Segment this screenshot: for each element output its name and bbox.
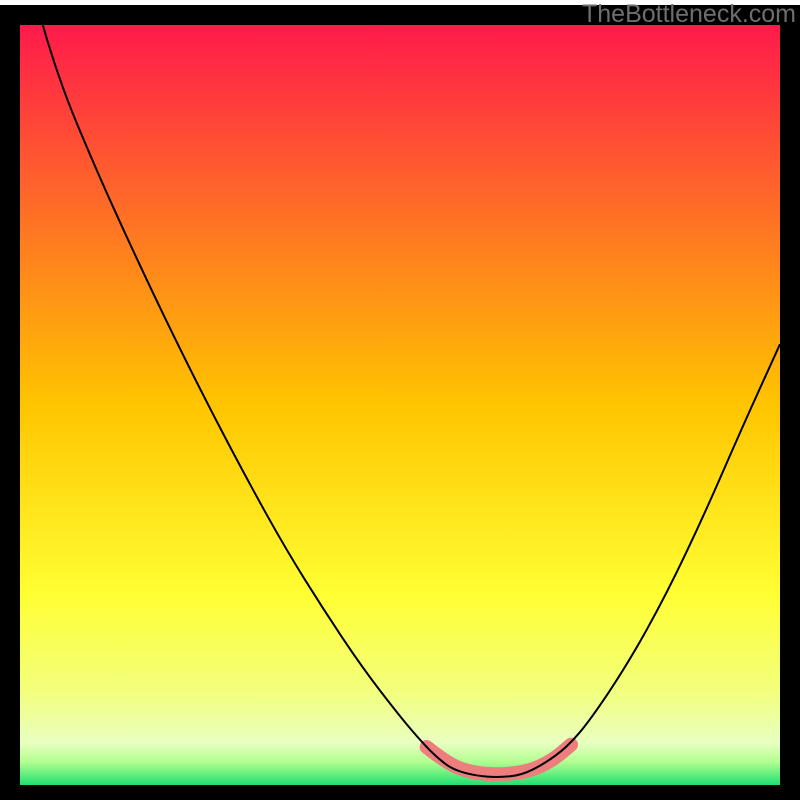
chart-container: TheBottleneck.com	[0, 0, 800, 800]
bottleneck-chart	[0, 0, 800, 800]
plot-background	[20, 25, 780, 785]
watermark-text: TheBottleneck.com	[582, 0, 796, 29]
